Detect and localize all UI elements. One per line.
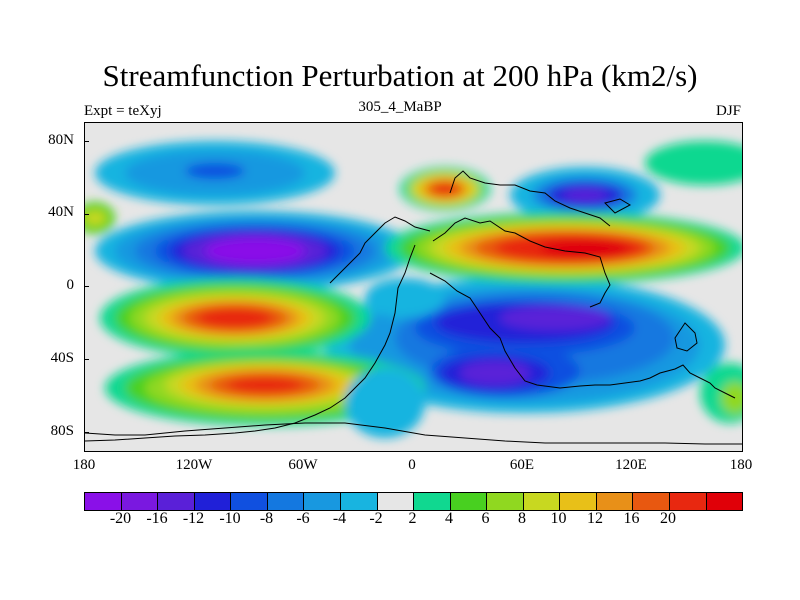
colorbar-swatch [158, 493, 195, 510]
lat-tick-80n: 80N [48, 132, 74, 148]
lat-tick-mark [84, 214, 89, 215]
colorbar-swatch [487, 493, 524, 510]
season-label: DJF [715, 103, 741, 119]
colorbar-swatch [121, 493, 159, 510]
colorbar-label: 8 [518, 510, 526, 527]
plot-title: Streamfunction Perturbation at 200 hPa (… [102, 58, 698, 93]
lat-tick-0: 0 [66, 277, 75, 293]
colorbar-swatch [523, 493, 561, 510]
lon-tick-180e: 180 [729, 457, 753, 473]
lon-tick-60e: 60E [509, 457, 535, 473]
colorbar-label: 4 [445, 510, 453, 527]
colorbar-swatch [85, 493, 122, 510]
high-southern-ocean [700, 363, 742, 423]
contour-map [85, 141, 742, 445]
low-tropical-pacific [95, 211, 415, 291]
high-south-asia [385, 212, 742, 284]
lat-tick-mark [84, 432, 89, 433]
colorbar-label: -20 [109, 510, 132, 527]
colorbar-label: -12 [182, 510, 205, 527]
lat-tick-40s: 40S [50, 350, 74, 366]
colorbar-swatch [450, 493, 488, 510]
colorbar-label: 20 [660, 510, 676, 527]
colorbar-label: 12 [587, 510, 603, 527]
colorbar-swatch [596, 493, 634, 510]
map-panel [84, 122, 743, 452]
colorbar-swatch [560, 493, 597, 510]
high-south-pacific [105, 350, 425, 426]
experiment-label: Expt = teXyj [84, 103, 162, 119]
lon-tick-120w: 120W [175, 457, 213, 473]
colorbar-swatch [267, 493, 305, 510]
colorbar-label: 10 [550, 510, 567, 527]
low-central-asia [510, 167, 660, 223]
lat-tick-40n: 40N [48, 204, 74, 220]
colorbar-swatch [340, 493, 378, 510]
high-east-pacific [100, 278, 370, 358]
lat-tick-mark [84, 141, 89, 142]
colorbar-swatch [414, 493, 451, 510]
colorbar-label: -4 [332, 510, 347, 527]
lon-tick-120e: 120E [615, 457, 647, 473]
colorbar-label: -10 [219, 510, 241, 527]
colorbar-swatch [633, 493, 670, 510]
high-north-africa [400, 167, 490, 211]
low-south-atlantic [345, 278, 445, 438]
colorbar-swatch [670, 493, 707, 510]
colorbar-label: -2 [369, 510, 383, 527]
colorbar-label: 2 [408, 510, 417, 527]
low-north-pacific [95, 141, 335, 205]
low-southern-hemisphere [325, 277, 725, 413]
colorbar-swatch [194, 493, 232, 510]
lat-tick-mark [84, 359, 89, 360]
colorbar-swatch [706, 493, 743, 510]
lon-tick-180w: 180 [72, 457, 96, 473]
colorbar-swatch [377, 493, 415, 510]
colorbar-swatch [231, 493, 268, 510]
run-label: 305_4_MaBP [358, 99, 442, 115]
high-north-atlantic [85, 141, 742, 234]
lon-tick-60w: 60W [288, 457, 318, 473]
lat-tick-80s: 80S [50, 423, 74, 439]
lat-tick-mark [84, 286, 89, 287]
colorbar-label: -16 [146, 510, 168, 527]
colorbar-label: 16 [623, 510, 640, 527]
colorbar-label: -8 [259, 510, 274, 527]
colorbar-swatch [304, 493, 341, 510]
colorbar-label: 6 [481, 510, 490, 527]
colorbar [84, 492, 743, 511]
colorbar-label: -6 [296, 510, 310, 527]
lon-tick-0: 0 [408, 457, 416, 473]
coastlines [85, 170, 742, 445]
